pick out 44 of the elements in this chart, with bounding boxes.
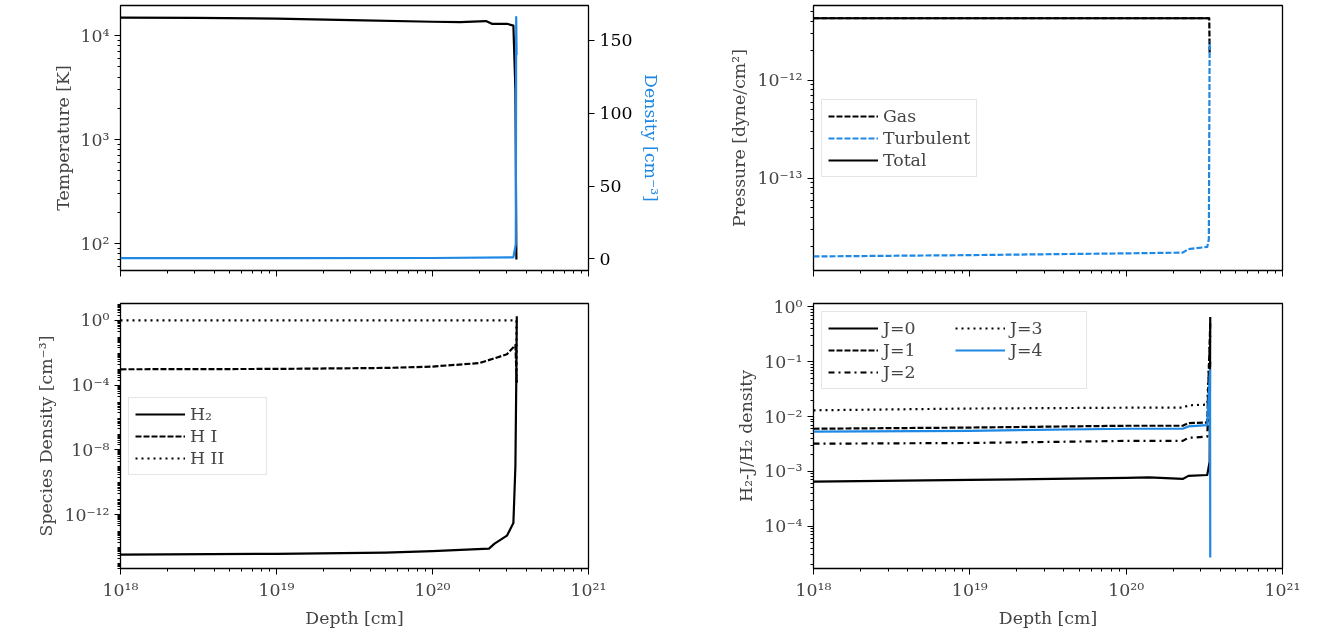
x-axis-title: Depth [cm] — [305, 607, 404, 628]
x-tick-label: 10²¹ — [570, 579, 607, 600]
y-axis-title: H₂-J/H₂ density — [736, 369, 757, 502]
x-tick-label: 10¹⁸ — [795, 579, 832, 600]
y2-tick-label: 100 — [599, 103, 633, 124]
legend-label: J=2 — [883, 362, 917, 382]
y-tick-label: 10⁻⁴ — [764, 516, 803, 537]
x-tick-label: 10¹⁹ — [951, 579, 988, 600]
y-tick-label: 10⁻¹³ — [757, 168, 803, 189]
legend-label: Gas — [883, 105, 918, 126]
legend-label: H II — [190, 447, 226, 468]
y-tick-label: 10⁻⁸ — [71, 439, 110, 460]
legend-label: Turbulent — [883, 127, 971, 148]
legend-label: H I — [190, 425, 219, 446]
y-tick-label: 10⁻⁴ — [71, 375, 110, 396]
y-tick-label: 10⁰ — [80, 310, 110, 331]
y-tick-label: 10⁰ — [773, 296, 803, 317]
legend-label: H₂ — [190, 403, 214, 424]
x-tick-label: 10²¹ — [1264, 579, 1301, 600]
y-tick-label: 10⁻² — [764, 406, 803, 427]
y-tick-label: 10² — [80, 233, 110, 254]
y-axis-title: Pressure [dyne/cm²] — [729, 49, 750, 227]
y-tick-label: 10⁻¹ — [764, 351, 803, 372]
legend-label: J=3 — [1010, 318, 1044, 338]
y-axis-title: Temperature [K] — [52, 65, 73, 211]
y2-tick-label: 50 — [599, 176, 622, 197]
y-tick-label: 10⁴ — [80, 25, 110, 46]
y2-tick-label: 150 — [599, 30, 633, 51]
legend-label: J=1 — [883, 340, 917, 360]
y-tick-label: 10⁻¹² — [64, 504, 110, 525]
legend-label: Total — [883, 149, 928, 170]
y-tick-label: 10³ — [80, 129, 110, 150]
x-tick-label: 10²⁰ — [1108, 579, 1145, 600]
y2-tick-label: 0 — [599, 248, 611, 269]
x-axis-title: Depth [cm] — [998, 607, 1098, 628]
x-tick-label: 10¹⁹ — [258, 579, 295, 600]
legend-label: J=0 — [883, 318, 917, 338]
x-tick-label: 10²⁰ — [414, 579, 451, 600]
y-tick-label: 10⁻¹² — [757, 70, 803, 91]
legend-label: J=4 — [1010, 340, 1044, 360]
y-tick-label: 10⁻³ — [764, 461, 803, 482]
x-tick-label: 10¹⁸ — [102, 579, 139, 600]
y-axis-title: Species Density [cm⁻³] — [36, 335, 57, 537]
y2-axis-title: Density [cm⁻³] — [640, 74, 661, 202]
